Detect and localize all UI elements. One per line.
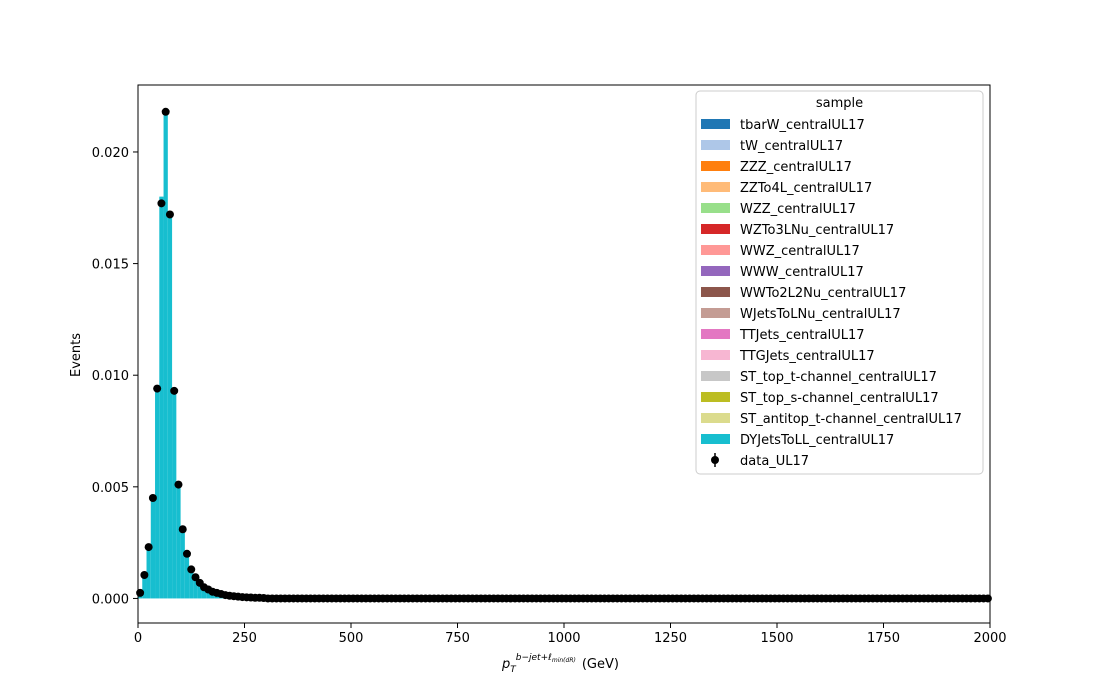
data-point-1 xyxy=(140,571,149,580)
legend-label-tbarw-centralul17: tbarW_centralUL17 xyxy=(740,118,865,133)
mc-bar-11 xyxy=(184,556,190,599)
legend-swatch-www-centralul17 xyxy=(701,266,730,276)
mc-bar-4 xyxy=(155,390,160,599)
x-tick-label-3: 750 xyxy=(445,631,470,646)
legend-swatch-st-antitop-t-channel-centralul17 xyxy=(701,413,730,423)
x-axis-ticks: 0 250 500 750 1000 1250 1500 1750 2000 xyxy=(134,623,1007,646)
data-point-3 xyxy=(148,493,157,502)
legend-label-wzz-centralul17: WZZ_centralUL17 xyxy=(740,202,856,217)
legend-marker-data-ul17 xyxy=(711,456,719,464)
mc-bar-5 xyxy=(159,196,164,599)
mc-stack-bars xyxy=(138,111,266,599)
x-tick-label-4: 1000 xyxy=(547,631,580,646)
data-point-13 xyxy=(191,573,200,582)
legend-swatch-zzto4l-centralul17 xyxy=(701,182,730,192)
legend-label-st-antitop-t-channel-centralul17: ST_antitop_t-channel_centralUL17 xyxy=(740,412,962,427)
data-point-11 xyxy=(182,549,191,558)
mc-bar-15 xyxy=(201,589,207,599)
x-tick-label-8: 2000 xyxy=(973,631,1006,646)
data-point-9 xyxy=(174,480,183,489)
legend-swatch-ttjets-centralul17 xyxy=(701,329,730,339)
legend-label-ttjets-centralul17: TTJets_centralUL17 xyxy=(739,328,865,343)
y-tick-label-0: 0.000 xyxy=(92,592,129,607)
legend-swatch-wzto3lnu-centralul17 xyxy=(701,224,730,234)
mc-bar-1 xyxy=(142,576,147,599)
mc-bar-16 xyxy=(206,591,211,599)
legend-label-www-centralul17: WWW_centralUL17 xyxy=(740,265,864,280)
legend-label-st-top-t-channel-centralul17: ST_top_t-channel_centralUL17 xyxy=(740,370,937,385)
legend-label-zzto4l-centralul17: ZZTo4L_centralUL17 xyxy=(740,181,872,196)
x-label-unit: (GeV) xyxy=(582,657,619,672)
x-label-sup: b−jet+ℓ xyxy=(516,653,552,663)
y-axis-ticks: 0.000 0.005 0.010 0.015 0.020 xyxy=(92,146,138,607)
y-tick-label-1: 0.005 xyxy=(92,481,129,496)
mc-bar-10 xyxy=(180,531,185,599)
x-tick-label-2: 500 xyxy=(339,631,364,646)
x-tick-label-0: 0 xyxy=(134,631,142,646)
x-tick-label-6: 1500 xyxy=(760,631,793,646)
data-point-7 xyxy=(165,210,174,219)
data-points xyxy=(136,107,992,603)
mc-bar-6 xyxy=(163,111,168,599)
y-tick-label-4: 0.020 xyxy=(92,146,129,161)
mc-bar-8 xyxy=(172,393,177,599)
data-point-6 xyxy=(161,107,170,116)
data-point-199 xyxy=(983,594,992,603)
x-tick-label-1: 250 xyxy=(232,631,257,646)
mc-bar-2 xyxy=(146,549,151,599)
legend-swatch-wwto2l2nu-centralul17 xyxy=(701,287,730,297)
data-point-5 xyxy=(157,199,166,208)
legend-label-data-ul17: data_UL17 xyxy=(740,454,809,469)
legend-entries: tbarW_centralUL17 tW_centralUL17 ZZZ_centr… xyxy=(701,118,962,469)
legend-label-st-top-s-channel-centralul17: ST_top_s-channel_centralUL17 xyxy=(740,391,939,406)
legend-swatch-ttgjets-centralul17 xyxy=(701,350,730,360)
mc-bar-3 xyxy=(150,497,156,599)
y-tick-label-3: 0.015 xyxy=(92,258,129,273)
legend-swatch-wjetstolnu-centralul17 xyxy=(701,308,730,318)
y-tick-label-2: 0.010 xyxy=(92,369,129,384)
data-point-10 xyxy=(178,525,187,534)
data-point-0 xyxy=(136,588,145,597)
legend-label-wwz-centralul17: WWZ_centralUL17 xyxy=(740,244,860,259)
x-label-sub: T xyxy=(510,665,517,675)
x-tick-label-7: 1750 xyxy=(867,631,900,646)
legend-swatch-tw-centralul17 xyxy=(701,140,730,150)
legend-box xyxy=(695,90,984,475)
legend-swatch-dyjetstoll-centralul17 xyxy=(701,434,730,444)
legend-swatch-st-top-s-channel-centralul17 xyxy=(701,392,730,402)
legend-label-wzto3lnu-centralul17: WZTo3LNu_centralUL17 xyxy=(740,223,894,238)
data-point-12 xyxy=(187,565,196,574)
legend-label-ttgjets-centralul17: TTGJets_centralUL17 xyxy=(739,349,875,364)
mc-bar-12 xyxy=(189,571,194,599)
data-point-8 xyxy=(170,386,179,395)
legend-title: sample xyxy=(816,96,863,111)
legend-label-wjetstolnu-centralul17: WJetsToLNu_centralUL17 xyxy=(740,307,901,322)
data-point-2 xyxy=(144,543,153,552)
legend-label-wwto2l2nu-centralul17: WWTo2L2Nu_centralUL17 xyxy=(740,286,906,301)
mc-bar-13 xyxy=(193,580,198,599)
legend-swatch-wzz-centralul17 xyxy=(701,203,730,213)
legend-label-dyjetstoll-centralul17: DYJetsToLL_centralUL17 xyxy=(740,433,894,448)
mc-bar-14 xyxy=(197,585,202,599)
legend-swatch-zzz-centralul17 xyxy=(701,161,730,171)
mc-bar-9 xyxy=(176,486,181,599)
legend-swatch-tbarw-centralul17 xyxy=(701,119,730,129)
y-axis-label: Events xyxy=(69,333,84,377)
mc-bar-7 xyxy=(167,216,173,599)
x-label-base: p xyxy=(501,657,510,672)
legend: sample tbarW_centralUL17 tW_centralUL17 ZZ… xyxy=(695,90,984,475)
data-point-4 xyxy=(153,384,162,393)
legend-swatch-wwz-centralul17 xyxy=(701,245,730,255)
x-axis-label: pTb−jet+ℓmin(dR) (GeV) xyxy=(501,653,619,675)
legend-swatch-st-top-t-channel-centralul17 xyxy=(701,371,730,381)
x-tick-label-5: 1250 xyxy=(654,631,687,646)
x-label-supsub: min(dR) xyxy=(552,657,576,664)
legend-label-tw-centralul17: tW_centralUL17 xyxy=(740,139,843,154)
legend-label-zzz-centralul17: ZZZ_centralUL17 xyxy=(740,160,852,175)
